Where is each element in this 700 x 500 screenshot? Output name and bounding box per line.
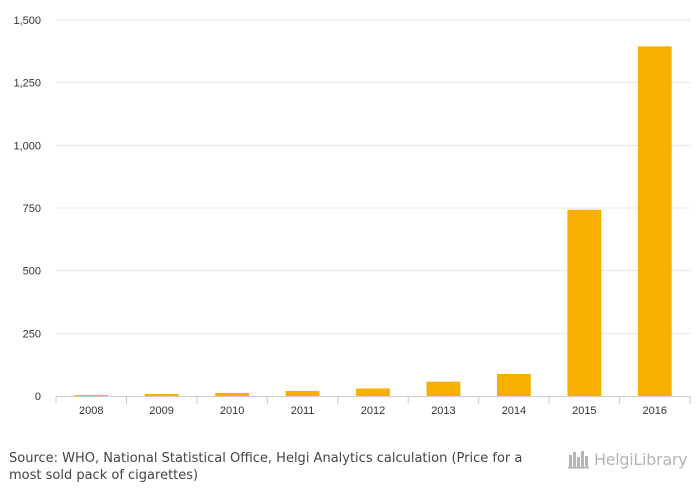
x-tick-label: 2012 — [361, 405, 385, 417]
x-tick-label: 2009 — [149, 405, 173, 417]
bar-2016 — [637, 46, 672, 396]
source-label: Source: — [9, 451, 59, 466]
bar-2015 — [567, 209, 602, 396]
x-tick-label: 2015 — [572, 405, 596, 417]
y-tick-label: 1,500 — [13, 15, 41, 27]
helgi-library-logo: HelgiLibrary — [568, 447, 688, 471]
bar-chart: 0 250 500 750 1,000 1,250 1,500 2008 2009 2010 201… — [13, 15, 691, 417]
bar-2011 — [285, 390, 320, 396]
bar-2012 — [356, 388, 390, 396]
y-tick-label: 1,000 — [13, 140, 41, 152]
x-tick-label: 2010 — [220, 405, 244, 417]
x-tick-label: 2008 — [79, 405, 103, 417]
x-tick-label: 2013 — [431, 405, 455, 417]
bar-2014 — [496, 373, 531, 396]
source-note: Source: WHO, National Statistical Office… — [9, 450, 549, 484]
library-books-icon — [568, 451, 589, 469]
bar-2009 — [144, 393, 179, 396]
y-tick-label: 750 — [23, 203, 41, 215]
y-tick-label: 1,250 — [13, 78, 41, 90]
y-tick-label: 250 — [23, 328, 41, 340]
x-tick-label: 2014 — [502, 405, 526, 417]
bar-2010 — [215, 392, 250, 396]
y-tick-label: 0 — [35, 391, 41, 403]
bar-2013 — [426, 381, 461, 396]
bar-2008 — [74, 394, 109, 396]
source-text: WHO, National Statistical Office, Helgi … — [9, 451, 523, 483]
x-tick-label: 2016 — [643, 405, 667, 417]
y-tick-label: 500 — [23, 266, 41, 278]
x-tick-label: 2011 — [291, 405, 315, 417]
logo-text: HelgiLibrary — [594, 449, 688, 469]
